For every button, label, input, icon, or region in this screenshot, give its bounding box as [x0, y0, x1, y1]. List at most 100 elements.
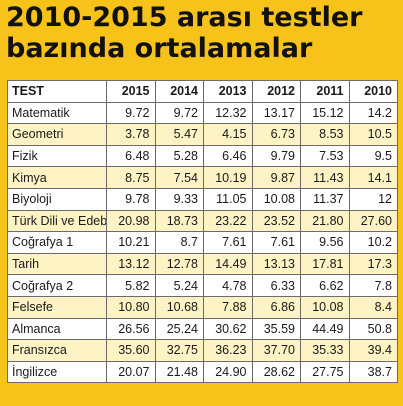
cell-value: 24.90	[203, 360, 253, 384]
cell-value: 11.05	[203, 187, 253, 211]
row-label: Felsefe	[7, 295, 107, 319]
row-label: Matematik	[7, 101, 107, 125]
table-body: Matematik 9.72 9.72 12.32 13.17 15.12 14.2 Geom…	[7, 101, 398, 384]
table-row: İngilizce 20.07 21.48 24.90 28.62 27.75 38.7	[7, 360, 398, 384]
cell-value: 11.43	[300, 166, 350, 189]
cell-value: 10.68	[154, 295, 204, 319]
cell-value: 27.75	[300, 360, 350, 384]
cell-value: 10.19	[203, 166, 253, 189]
cell-value: 32.75	[154, 339, 204, 362]
cell-value: 27.60	[348, 209, 398, 233]
cell-value: 35.59	[251, 317, 301, 341]
cell-value: 26.56	[106, 317, 156, 341]
cell-value: 14.2	[348, 101, 398, 125]
cell-value: 7.8	[348, 274, 398, 297]
table-row: Coğrafya 1 10.21 8.7 7.61 7.61 9.56 10.2	[7, 231, 398, 254]
cell-value: 8.53	[300, 123, 350, 146]
chart-title-line-2: bazında ortalamalar	[6, 33, 313, 64]
cell-value: 23.52	[251, 209, 301, 233]
cell-value: 30.62	[203, 317, 253, 341]
cell-value: 12.32	[203, 101, 253, 125]
cell-value: 36.23	[203, 339, 253, 362]
cell-value: 10.08	[251, 187, 301, 211]
table-row: Fransızca 35.60 32.75 36.23 37.70 35.33 39.4	[7, 339, 398, 362]
cell-value: 5.82	[106, 274, 156, 297]
cell-value: 9.79	[251, 144, 301, 168]
header-year: 2010	[348, 80, 398, 103]
table-row: Geometri 3.78 5.47 4.15 6.73 8.53 10.5	[7, 123, 398, 146]
row-label: Almanca	[7, 317, 107, 341]
cell-value: 28.62	[251, 360, 301, 384]
cell-value: 17.3	[348, 252, 398, 276]
cell-value: 8.7	[154, 231, 204, 254]
row-label: Coğrafya 1	[7, 231, 107, 254]
cell-value: 11.37	[300, 187, 350, 211]
averages-table: TEST 2015 2014 2013 2012 2011 2010 Matem…	[7, 80, 398, 384]
table-row: Coğrafya 2 5.82 5.24 4.78 6.33 6.62 7.8	[7, 274, 398, 297]
table-row: Matematik 9.72 9.72 12.32 13.17 15.12 14.2	[7, 101, 398, 125]
chart-title: 2010-2015 arası testler bazında ortalama…	[6, 2, 401, 64]
header-year: 2013	[203, 80, 253, 103]
cell-value: 38.7	[348, 360, 398, 384]
table-row: Felsefe 10.80 10.68 7.88 6.86 10.08 8.4	[7, 295, 398, 319]
cell-value: 14.49	[203, 252, 253, 276]
cell-value: 9.78	[106, 187, 156, 211]
row-label: Geometri	[7, 123, 107, 146]
cell-value: 9.5	[348, 144, 398, 168]
cell-value: 17.81	[300, 252, 350, 276]
cell-value: 9.56	[300, 231, 350, 254]
row-label: Tarih	[7, 252, 107, 276]
cell-value: 6.48	[106, 144, 156, 168]
cell-value: 9.33	[154, 187, 204, 211]
cell-value: 9.72	[154, 101, 204, 125]
cell-value: 23.22	[203, 209, 253, 233]
row-label: Fransızca	[7, 339, 107, 362]
cell-value: 9.72	[106, 101, 156, 125]
chart-title-line-1: 2010-2015 arası testler	[6, 2, 363, 33]
cell-value: 20.98	[106, 209, 156, 233]
cell-value: 10.2	[348, 231, 398, 254]
table-row: Biyoloji 9.78 9.33 11.05 10.08 11.37 12	[7, 187, 398, 211]
cell-value: 6.62	[300, 274, 350, 297]
row-label: Fizik	[7, 144, 107, 168]
cell-value: 4.78	[203, 274, 253, 297]
cell-value: 25.24	[154, 317, 204, 341]
cell-value: 8.75	[106, 166, 156, 189]
cell-value: 15.12	[300, 101, 350, 125]
row-label: İngilizce	[7, 360, 107, 384]
cell-value: 21.80	[300, 209, 350, 233]
row-label: Biyoloji	[7, 187, 107, 211]
row-label: Kimya	[7, 166, 107, 189]
cell-value: 37.70	[251, 339, 301, 362]
cell-value: 7.88	[203, 295, 253, 319]
cell-value: 7.61	[203, 231, 253, 254]
cell-value: 44.49	[300, 317, 350, 341]
cell-value: 21.48	[154, 360, 204, 384]
cell-value: 6.33	[251, 274, 301, 297]
cell-value: 13.13	[251, 252, 301, 276]
cell-value: 10.08	[300, 295, 350, 319]
cell-value: 7.54	[154, 166, 204, 189]
table-row: Tarih 13.12 12.78 14.49 13.13 17.81 17.3	[7, 252, 398, 276]
cell-value: 4.15	[203, 123, 253, 146]
cell-value: 18.73	[154, 209, 204, 233]
cell-value: 13.17	[251, 101, 301, 125]
cell-value: 14.1	[348, 166, 398, 189]
cell-value: 9.87	[251, 166, 301, 189]
cell-value: 5.47	[154, 123, 204, 146]
cell-value: 10.21	[106, 231, 156, 254]
header-test: TEST	[7, 80, 107, 103]
header-row: TEST 2015 2014 2013 2012 2011 2010	[7, 80, 398, 103]
cell-value: 13.12	[106, 252, 156, 276]
header-year: 2015	[106, 80, 156, 103]
cell-value: 35.33	[300, 339, 350, 362]
cell-value: 7.61	[251, 231, 301, 254]
cell-value: 6.46	[203, 144, 253, 168]
cell-value: 5.28	[154, 144, 204, 168]
cell-value: 39.4	[348, 339, 398, 362]
header-year: 2014	[154, 80, 204, 103]
cell-value: 3.78	[106, 123, 156, 146]
cell-value: 12	[348, 187, 398, 211]
row-label: Türk Dili ve Edeb.	[7, 209, 107, 233]
cell-value: 5.24	[154, 274, 204, 297]
